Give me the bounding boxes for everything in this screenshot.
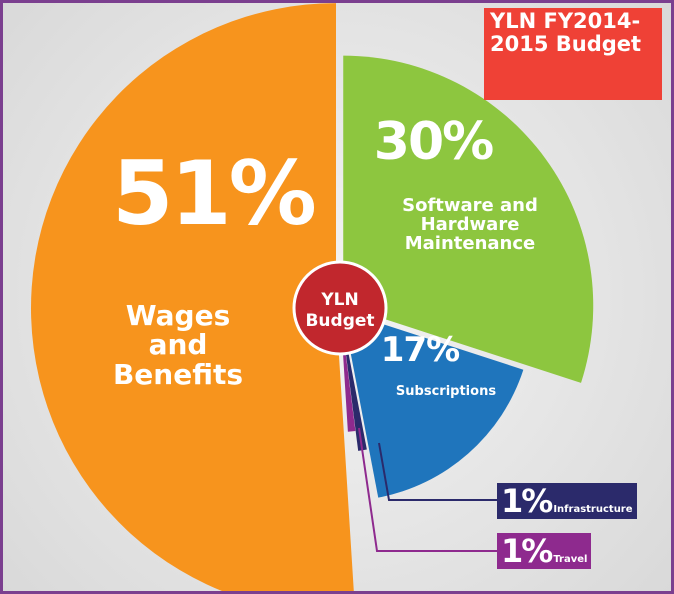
- value-label: 17%: [380, 330, 460, 370]
- category-label: Wages and Benefits: [112, 299, 244, 391]
- value-label: 1%: [501, 482, 553, 520]
- pie-slice: [342, 311, 524, 498]
- legend-box: 1% Travel: [497, 532, 592, 570]
- category-label: Travel: [553, 554, 588, 565]
- pie-slice: [31, 3, 354, 591]
- chart-title: YLN FY2014-2015 Budget: [484, 8, 662, 100]
- center-label: YLN Budget: [305, 290, 374, 331]
- leader-line: [358, 427, 499, 552]
- category-label: Subscriptions: [395, 384, 497, 399]
- category-label: Software and Hardware Maintenance: [402, 195, 538, 254]
- category-label: Infrastructure: [553, 504, 633, 515]
- leader-line: [378, 442, 499, 501]
- value-label: 51%: [112, 142, 317, 245]
- center-circle: [292, 260, 388, 356]
- pie-slice: [343, 55, 594, 383]
- value-label: 30%: [373, 112, 494, 172]
- legend-box: 1% Infrastructure: [497, 483, 637, 519]
- value-label: 1%: [501, 532, 553, 570]
- pie-chart: YLN Budget: [31, 3, 594, 591]
